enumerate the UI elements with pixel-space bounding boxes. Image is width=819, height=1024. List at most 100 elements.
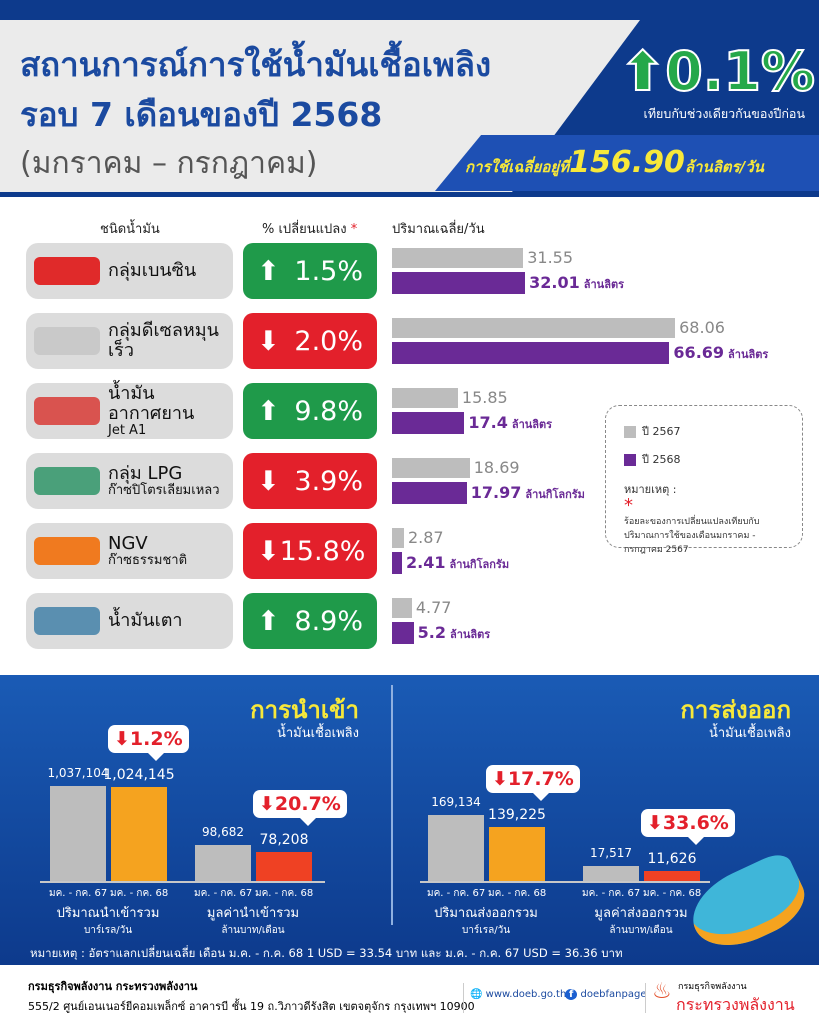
legend-note: ร้อยละของการเปลี่ยนแปลงเทียบกับปริมาณการ… xyxy=(624,517,760,555)
value-2568: 17.97 xyxy=(470,483,522,502)
import-subtitle: น้ำมันเชื้อเพลิง xyxy=(276,726,359,741)
legend-swatch xyxy=(624,426,636,438)
value-2567: 31.55 xyxy=(527,248,574,267)
total-change-value: 0.1% xyxy=(664,39,816,104)
arrow-down-icon: ⬇ xyxy=(257,325,280,357)
page-title-line2: รอบ 7 เดือนของปี 2568 xyxy=(20,95,383,134)
facebook-link[interactable]: f doebfanpage xyxy=(565,989,646,1000)
value-2567: 18.69 xyxy=(473,458,520,477)
bar-value: 98,682 xyxy=(202,825,244,839)
value-2568-label: 17.4 ล้านลิตร xyxy=(468,413,552,433)
footer-divider xyxy=(463,983,464,1013)
change-callout: ⬇1.2% xyxy=(108,725,189,762)
fuel-subname: ก๊าซปิโตรเลียมเหลว xyxy=(108,482,220,498)
fuel-type-5: น้ำมันเตา xyxy=(26,593,233,649)
bar-2568 xyxy=(392,552,403,574)
value-2568: 2.41 xyxy=(406,553,446,572)
bar-prev xyxy=(195,845,251,881)
value-2568-label: 17.97 ล้านกิโลกรัม xyxy=(471,483,585,503)
change-callout: ⬇17.7% xyxy=(486,764,580,801)
bar-2568 xyxy=(392,482,467,504)
gas-cylinder-icon xyxy=(34,467,100,495)
change-badge: ⬇ 2.0% xyxy=(243,313,377,369)
value-2568-label: 5.2 ล้านลิตร xyxy=(418,623,491,643)
bar-2568 xyxy=(392,412,465,434)
exchange-rate-note: หมายเหตุ : อัตราแลกเปลี่ยนเฉลี่ย เดือน ม… xyxy=(30,946,623,960)
change-value: 1.5% xyxy=(294,255,363,287)
export-subtitle: น้ำมันเชื้อเพลิง xyxy=(708,726,791,741)
fuel-type-4: NGV ก๊าซธรรมชาติ xyxy=(26,523,233,579)
change-callout: ⬇20.7% xyxy=(253,790,347,827)
import-baseline xyxy=(40,881,325,883)
divider xyxy=(391,685,393,925)
arrow-up-icon: ⬆ xyxy=(257,255,280,287)
value-2568-label: 66.69 ล้านลิตร xyxy=(673,343,768,363)
facebook-icon: f xyxy=(565,989,578,1000)
logo-small-text: กรมธุรกิจพลังงาน xyxy=(678,982,747,992)
legend-2567: ปี 2567 xyxy=(624,422,784,440)
callout-value: 20.7% xyxy=(274,793,341,816)
legend-asterisk: * xyxy=(624,495,633,516)
chart-title: มูลค่าส่งออกรวม xyxy=(594,906,688,921)
bar-prev xyxy=(50,786,106,881)
bar-value: 139,225 xyxy=(488,806,546,823)
bar-2568 xyxy=(392,622,414,644)
export-baseline xyxy=(420,881,710,883)
arrow-up-icon: ⬆ xyxy=(257,395,280,427)
unit: ล้านกิโลกรัม xyxy=(449,558,510,571)
airplane-icon xyxy=(34,397,100,425)
chart-unit: ล้านบาท/เดือน xyxy=(221,925,285,936)
change-value: 9.8% xyxy=(294,395,363,427)
legend-swatch xyxy=(624,454,636,466)
chart-unit: ล้านบาท/เดือน xyxy=(609,925,673,936)
arrow-down-icon: ⬇ xyxy=(257,535,280,567)
change-callout: ⬇33.6% xyxy=(641,809,735,846)
fuel-type-2: น้ำมันอากาศยาน Jet A1 xyxy=(26,383,233,439)
x-tick: มค. - กค. 67 xyxy=(49,888,108,899)
avg-prefix: การใช้เฉลี่ยอยู่ที่ xyxy=(465,158,570,176)
arrow-up-icon: ⬆ xyxy=(257,605,280,637)
arrow-up-icon: ⬆ xyxy=(619,39,666,104)
bar-curr xyxy=(489,826,545,881)
bar-2567 xyxy=(392,388,458,408)
asterisk: * xyxy=(350,222,358,237)
unit: ล้านลิตร xyxy=(511,418,553,431)
fuel-subname: ก๊าซธรรมชาติ xyxy=(108,552,188,568)
change-badge: ⬆ 9.8% xyxy=(243,383,377,439)
arrow-down-icon: ⬇ xyxy=(492,767,508,790)
value-2567: 15.85 xyxy=(461,388,508,407)
x-tick: มค. - กค. 68 xyxy=(488,888,547,899)
average-usage: การใช้เฉลี่ยอยู่ที่156.90ล้านลิตร/วัน xyxy=(435,135,819,191)
bar-prev xyxy=(428,815,484,881)
callout-value: 17.7% xyxy=(507,767,574,790)
value-2568: 5.2 xyxy=(417,623,446,642)
legend-label: ปี 2568 xyxy=(642,453,681,466)
legend-label: ปี 2567 xyxy=(642,425,681,438)
legend-2568: ปี 2568 xyxy=(624,450,784,468)
value-2568-label: 2.41 ล้านกิโลกรัม xyxy=(406,553,509,573)
bar-value: 17,517 xyxy=(590,846,632,860)
website-link[interactable]: 🌐 www.doeb.go.th xyxy=(470,989,566,1000)
change-badge: ⬆ 1.5% xyxy=(243,243,377,299)
change-badge: ⬇ 15.8% xyxy=(243,523,377,579)
chart-title: ปริมาณนำเข้ารวม xyxy=(56,906,160,921)
chart-caption: มูลค่านำเข้ารวมล้านบาท/เดือน xyxy=(178,902,328,938)
chart-title: มูลค่านำเข้ารวม xyxy=(206,906,300,921)
logo-big-text: กระทรวงพลังงาน xyxy=(676,995,795,1014)
bus-icon xyxy=(34,537,100,565)
bar-value: 11,626 xyxy=(647,851,697,868)
bar-value: 78,208 xyxy=(259,832,309,849)
globe-icon: 🌐 xyxy=(470,989,483,1000)
fuel-type-1: กลุ่มดีเซลหมุนเร็ว xyxy=(26,313,233,369)
bar-curr xyxy=(111,787,167,881)
fuel-name: กลุ่มดีเซลหมุนเร็ว xyxy=(108,320,219,361)
chart-unit: บาร์เรล/วัน xyxy=(83,925,133,936)
x-tick: มค. - กค. 67 xyxy=(582,888,641,899)
footer-divider xyxy=(645,983,646,1013)
arrow-down-icon: ⬇ xyxy=(257,465,280,497)
bar-value: 1,037,104 xyxy=(47,766,109,780)
fuel-name: NGV xyxy=(108,532,148,554)
change-value: 3.9% xyxy=(294,465,363,497)
bar-curr xyxy=(256,852,312,881)
avg-value: 156.90 xyxy=(569,145,685,180)
